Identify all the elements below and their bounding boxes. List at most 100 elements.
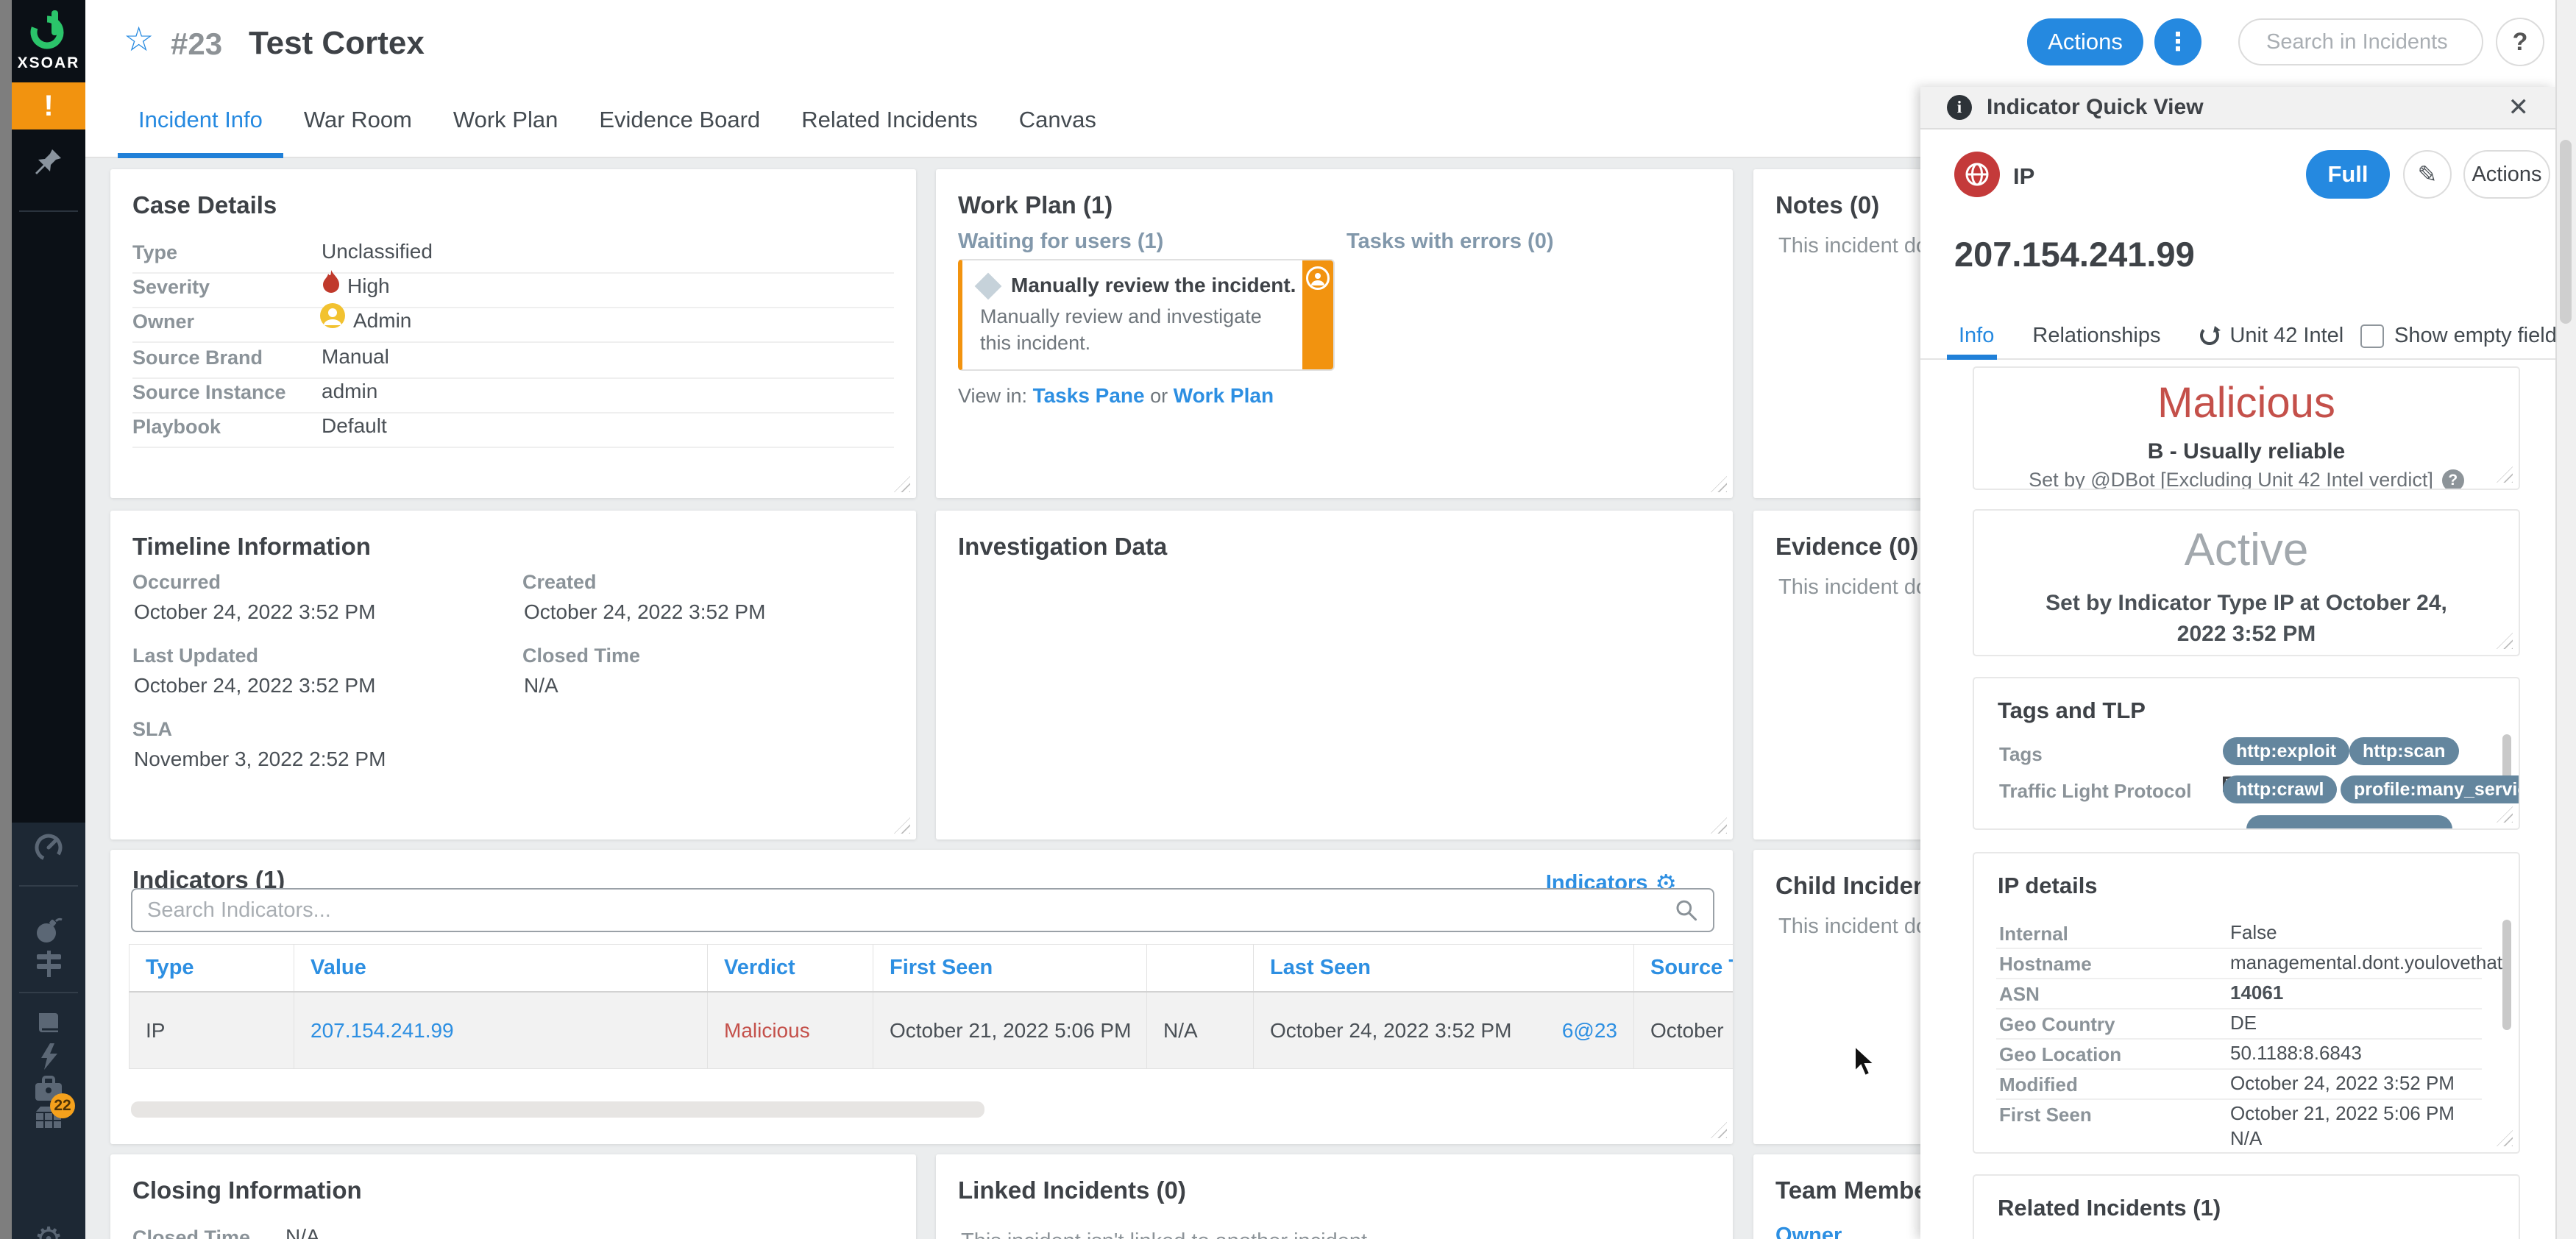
task-description: Manually review and investigate this inc… <box>980 305 1262 355</box>
vertical-scrollbar[interactable] <box>2502 920 2511 1030</box>
tab-unit42-intel[interactable]: Unit 42 Intel <box>2199 324 2343 348</box>
indicator-row[interactable]: IP 207.154.241.99 Malicious October 21, … <box>129 993 1733 1069</box>
tag-pill[interactable]: http:crawl <box>2223 775 2338 803</box>
cell-value-link[interactable]: 207.154.241.99 <box>294 993 708 1068</box>
ip-details-card: IP details Internal False Hostname manag… <box>1973 852 2520 1154</box>
gear-icon[interactable]: ⚙ <box>34 1220 63 1239</box>
close-icon[interactable]: ✕ <box>2508 93 2530 121</box>
xsoar-logo-icon[interactable] <box>12 6 85 54</box>
linked-incidents-empty-text: This incident isn't linked to another in… <box>961 1229 1367 1239</box>
closing-information-card: Closing Information Closed Time N/A <box>110 1154 916 1239</box>
bomb-icon[interactable] <box>12 912 85 948</box>
work-plan-link[interactable]: Work Plan <box>1173 384 1274 407</box>
col-type[interactable]: Type <box>129 945 294 991</box>
timeline-field-value: October 24, 2022 3:52 PM <box>524 600 766 623</box>
signpost-icon[interactable] <box>12 946 85 981</box>
more-options-kebab-icon[interactable]: ⋮ <box>2154 18 2201 65</box>
verdict-set-by: Set by @DBot [Excluding Unit 42 Intel ve… <box>2029 469 2433 490</box>
case-row-label: Source Instance <box>132 381 286 403</box>
tab-evidence-board[interactable]: Evidence Board <box>599 106 761 132</box>
sidebar-item-incidents-active[interactable]: ! <box>12 82 85 129</box>
tab-incident-info[interactable]: Incident Info <box>118 82 283 158</box>
closing-information-title: Closing Information <box>132 1176 362 1204</box>
ip-details-title: IP details <box>1998 873 2098 898</box>
help-button[interactable]: ? <box>2496 18 2544 66</box>
owner-link[interactable]: Owner <box>1775 1224 1842 1239</box>
ip-detail-value: DE <box>2230 1012 2257 1034</box>
status-set-by: Set by Indicator Type IP at October 24, … <box>1974 588 2519 650</box>
tag-pill[interactable]: http:scan <box>2349 737 2459 765</box>
col-last-seen[interactable]: Last Seen <box>1254 945 1634 991</box>
related-incidents-title: Related Incidents (1) <box>1998 1195 2221 1221</box>
tab-relationships[interactable]: Relationships <box>2032 323 2161 347</box>
investigation-data-card: Investigation Data <box>936 511 1733 839</box>
question-icon[interactable]: ? <box>2441 469 2464 489</box>
tag-pill[interactable]: profile:many_services <box>2341 775 2519 803</box>
case-row-value: Manual <box>322 345 389 368</box>
tag-pill-partial[interactable] <box>2246 815 2452 828</box>
tab-info[interactable]: Info <box>1959 323 1995 347</box>
playbook-book-icon[interactable] <box>12 1005 85 1040</box>
task-card[interactable]: Manually review the incident. Manually r… <box>958 259 1335 371</box>
full-button[interactable]: Full <box>2306 150 2390 199</box>
horizontal-scrollbar[interactable] <box>131 1101 984 1118</box>
incident-search-input[interactable] <box>2266 29 2464 54</box>
tab-war-room[interactable]: War Room <box>303 106 412 132</box>
col-first-seen[interactable]: First Seen <box>873 945 1147 991</box>
indicator-quick-view-panel: i Indicator Quick View ✕ IP Full ✎ Actio… <box>1920 87 2567 1239</box>
search-icon[interactable] <box>1675 898 1698 922</box>
show-empty-checkbox[interactable] <box>2360 324 2384 348</box>
col-source-time[interactable]: Source Ti <box>1650 956 1733 979</box>
page-scrollbar-thumb[interactable] <box>2560 140 2572 324</box>
timeline-field-value: October 24, 2022 3:52 PM <box>134 600 376 623</box>
resize-handle[interactable] <box>1711 817 1727 834</box>
dashboard-gauge-icon[interactable] <box>12 830 85 865</box>
edit-icon[interactable]: ✎ <box>2403 150 2452 199</box>
ip-detail-value: October 21, 2022 5:06 PM <box>2230 1102 2455 1124</box>
favorite-star-icon[interactable]: ☆ <box>124 20 155 58</box>
tasks-pane-link[interactable]: Tasks Pane <box>1032 384 1145 407</box>
timeline-card: Timeline Information Occurred October 24… <box>110 511 916 839</box>
evidence-title: Evidence (0) <box>1775 533 1919 560</box>
resize-handle[interactable] <box>1711 476 1727 492</box>
resize-handle[interactable] <box>894 817 910 834</box>
quick-view-tabs: Info Relationships Unit 42 Intel <box>1920 316 2555 355</box>
entry-link[interactable]: 6@23 <box>1561 1018 1617 1042</box>
incident-title: Test Cortex <box>249 25 425 61</box>
indicators-search-input[interactable] <box>147 898 1675 923</box>
indicators-table: Type Value Verdict First Seen Last Seen … <box>129 944 1733 1144</box>
status-set-by-line1: Set by Indicator Type IP at October 24, <box>2045 591 2447 615</box>
cell-first-seen: October 21, 2022 5:06 PM <box>873 993 1147 1068</box>
case-row-label: Playbook <box>132 416 221 438</box>
severity-flame-icon <box>323 270 339 293</box>
work-plan-card: Work Plan (1) Waiting for users (1) Task… <box>936 169 1733 498</box>
resize-handle[interactable] <box>2497 806 2513 823</box>
indicator-actions-button[interactable]: Actions <box>2463 150 2550 199</box>
marketplace-cube-icon[interactable]: 22 <box>12 1093 85 1137</box>
linked-incidents-card: Linked Incidents (0) This incident isn't… <box>936 1154 1733 1239</box>
window-edge <box>0 0 12 1239</box>
timeline-field-label: SLA <box>132 718 172 740</box>
pin-icon[interactable] <box>12 144 85 180</box>
task-diamond-icon <box>974 272 1002 300</box>
tags-tlp-card: Tags and TLP Tags Traffic Light Protocol… <box>1973 677 2520 830</box>
tab-canvas[interactable]: Canvas <box>1018 106 1096 132</box>
col-value[interactable]: Value <box>294 945 708 991</box>
resize-handle[interactable] <box>894 476 910 492</box>
owner-avatar <box>320 303 345 328</box>
divider <box>1996 978 2482 979</box>
col-verdict[interactable]: Verdict <box>708 945 873 991</box>
or-text: or <box>1150 385 1168 407</box>
timeline-field-value: November 3, 2022 2:52 PM <box>134 748 386 770</box>
sidebar-divider <box>19 885 78 887</box>
show-empty-fields[interactable]: Show empty fields <box>2360 324 2567 348</box>
actions-button[interactable]: Actions <box>2027 18 2143 65</box>
divider <box>132 377 894 379</box>
tab-work-plan[interactable]: Work Plan <box>453 106 558 132</box>
tag-pill[interactable]: http:exploit <box>2223 737 2350 765</box>
resize-handle[interactable] <box>2497 1130 2513 1146</box>
sidebar: XSOAR ! 22 ⚙ <box>12 0 85 1239</box>
tab-related-incidents[interactable]: Related Incidents <box>801 106 978 132</box>
divider <box>1996 1098 2482 1100</box>
lightning-icon[interactable] <box>12 1039 85 1074</box>
